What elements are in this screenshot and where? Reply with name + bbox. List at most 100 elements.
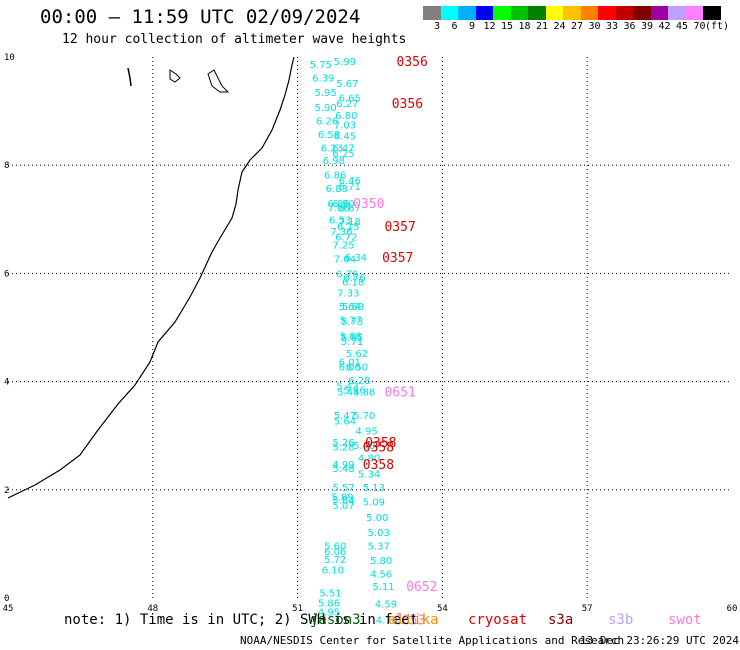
wave-height-value: 5.71 [341,337,363,348]
color-scale-label: 21 [536,21,549,32]
wave-height-value: 6.50 [346,362,368,373]
wave-height-value: 4.59 [375,599,397,610]
coastline-mainland [7,56,295,499]
wave-height-value: 5.64 [334,417,356,428]
generation-timestamp: 13 Dec 23:26:29 UTC 2024 [580,634,739,647]
lon-tick-label: 51 [292,604,303,614]
wave-height-value: 5.09 [363,498,385,509]
wave-height-value: 5.48 [332,464,354,475]
color-scale-label: 27 [571,21,584,32]
wave-height-value: 5.73 [341,317,363,328]
lon-tick-label: 60 [727,604,738,614]
color-scale-label: 12 [483,21,496,32]
wave-height-value: 7.03 [334,121,356,132]
pass-id-labels: 0356035603500357035706510358035803580652… [353,55,437,629]
lat-tick-label: 8 [4,161,9,171]
lat-tick-label: 0 [4,594,9,604]
wave-height-value: 4.95 [318,608,340,619]
lon-tick-label: 48 [147,604,158,614]
wave-height-value: 5.70 [353,411,375,422]
color-swatch [493,6,511,20]
wave-height-value: 5.90 [314,103,336,114]
pass-id-label: 0350 [353,197,384,212]
color-scale-label: 45 [676,21,689,32]
satellite-legend-item: cryosat [468,612,528,628]
wave-height-value: 5.62 [346,349,368,360]
wave-height-value: 6.28 [348,376,370,387]
wave-height-value: 6.26 [316,116,338,127]
wave-height-value: 4.80 [358,453,380,464]
lat-tick-label: 6 [4,269,9,279]
wave-height-value: 5.88 [353,387,375,398]
coastline-island [127,67,132,87]
axis-tick-labels: 45 48 51 54 57 60 0 2 4 6 8 10 [3,53,738,614]
color-scale-label: 39 [641,21,654,32]
wave-height-value: 6.65 [339,94,361,105]
wave-height-value: 6.47 [332,143,354,154]
color-swatch [528,6,546,20]
wave-height-value: 6.18 [342,278,364,289]
color-swatch [650,6,668,20]
color-scale-label: (ft) [705,21,730,32]
wave-height-value: 5.37 [368,542,390,553]
wave-height-value: 6.06 [339,362,361,373]
wave-height-value: 5.44 [337,387,359,398]
wave-height-value: 6.76 [336,269,358,280]
color-scale-label: 24 [553,21,566,32]
wave-height-value: 5.34 [358,470,380,481]
wave-height-value: 5.51 [319,589,341,600]
satellite-legend-item: s3b [608,612,634,628]
wave-height-value: 6.71 [339,182,361,193]
coastline-island [169,69,181,83]
color-swatch [668,6,686,20]
wave-height-value: 6.76 [343,273,365,284]
color-scale-label: 15 [501,21,514,32]
color-swatch [423,6,441,20]
wave-height-value: 7.06 [328,203,350,214]
wave-height-value: 5.86 [318,598,340,609]
color-scale-label: 6 [451,21,458,32]
color-scale-label: 30 [588,21,601,32]
wave-height-value: 5.72 [324,555,346,566]
wave-height-value: 6.90 [332,199,354,210]
pass-id-label: 0652 [406,580,437,595]
pass-id-label: 0356 [392,97,423,112]
wave-height-value: 5.84 [332,496,354,507]
color-scale-label: 36 [623,21,636,32]
color-scale-label: 3 [434,21,441,32]
footer-note: note: 1) Time is in UTC; 2) SWH is in fe… [64,612,419,628]
color-swatch [685,6,703,20]
wave-height-value: 5.26 [332,438,354,449]
wave-height-value: 7.33 [337,288,359,299]
wave-height-value: 5.42 [336,381,358,392]
pass-id-label: 0358 [365,436,396,451]
wave-height-value: 5.60 [324,542,346,553]
wave-height-value: 5.07 [332,501,354,512]
pass-id-label: 0356 [397,55,428,70]
coastline [7,56,295,499]
wave-height-value: 5.69 [342,302,364,313]
wave-height-value: 6.25 [332,149,354,160]
pass-id-label: 0651 [384,385,415,400]
wave-height-value: 6.46 [339,176,361,187]
color-swatch [703,6,721,20]
wave-height-value: 5.47 [334,411,356,422]
wave-height-value: 7.36 [330,227,352,238]
wave-height-value: 7.25 [332,241,354,252]
color-scale-label: 70 [693,21,706,32]
pass-id-label: 0358 [363,458,394,473]
wave-height-value: 5.40 [353,441,375,452]
wave-height-value: 6.15 [337,222,359,233]
color-scale-label: 9 [469,21,476,32]
wave-height-value: 7.18 [339,217,361,228]
color-swatch [545,6,563,20]
color-swatch [598,6,616,20]
credit-line: NOAA/NESDIS Center for Satellite Applica… [240,634,625,647]
wave-height-value: 5.13 [363,483,385,494]
pass-id-label: 0653 [394,614,425,629]
wave-height-value: 5.95 [314,88,336,99]
wave-height-value: 6.83 [326,184,348,195]
color-scale-label: 18 [518,21,531,32]
color-swatch [615,6,633,20]
satellite-legend-item: swot [668,612,702,628]
